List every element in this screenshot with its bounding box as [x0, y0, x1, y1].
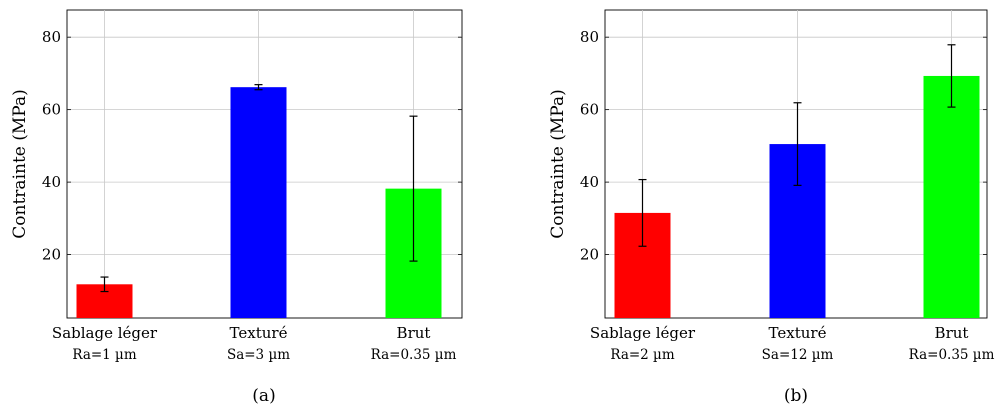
- bars-b: [614, 75, 980, 318]
- y-axis-label-a: Contrainte (MPa): [10, 89, 30, 238]
- caption-a: (a): [252, 386, 275, 406]
- error-bars-b: [638, 44, 956, 247]
- bar: [923, 75, 980, 318]
- y-tick-labels-a: 20 40 60 80: [42, 28, 61, 263]
- x-category-label: Brut: [935, 324, 969, 342]
- x-category-label: Texturé: [769, 324, 827, 342]
- chart-panel-a: 20 40 60 80 Sablage léger Ra=1 µm Texturé Sa=3…: [10, 9, 463, 406]
- y-tick-label: 20: [42, 246, 61, 264]
- chart-panel-b: 20 40 60 80 Sablage léger Ra=2 µm Texturé Sa=1…: [548, 9, 995, 406]
- x-category-sublabel: Ra=0.35 µm: [909, 347, 995, 363]
- x-category-label: Texturé: [230, 324, 288, 342]
- x-category-sublabel: Sa=12 µm: [762, 347, 834, 363]
- x-category-sublabel: Ra=2 µm: [610, 347, 674, 363]
- y-axis-label-b: Contrainte (MPa): [548, 89, 568, 238]
- x-category-sublabel: Ra=1 µm: [72, 347, 136, 363]
- y-tick-label: 40: [42, 173, 61, 191]
- y-tick-label: 60: [42, 101, 61, 119]
- x-category-sublabel: Sa=3 µm: [227, 347, 290, 363]
- x-category-sublabel: Ra=0.35 µm: [371, 347, 457, 363]
- y-tick-labels-b: 20 40 60 80: [580, 28, 599, 263]
- x-tick-labels-a: Sablage léger Ra=1 µm Texturé Sa=3 µm Brut Ra…: [52, 324, 457, 363]
- y-tick-label: 80: [580, 28, 599, 46]
- x-category-label: Sablage léger: [52, 324, 158, 342]
- bars-a: [76, 87, 442, 318]
- caption-b: (b): [784, 386, 808, 406]
- y-tick-label: 60: [580, 101, 599, 119]
- x-category-label: Brut: [397, 324, 431, 342]
- error-bars-a: [100, 84, 418, 293]
- y-tick-label: 80: [42, 28, 61, 46]
- x-category-label: Sablage léger: [590, 324, 696, 342]
- y-tick-label: 40: [580, 173, 599, 191]
- bar: [230, 87, 287, 318]
- x-tick-labels-b: Sablage léger Ra=2 µm Texturé Sa=12 µm Brut R…: [590, 324, 995, 363]
- y-tick-label: 20: [580, 246, 599, 264]
